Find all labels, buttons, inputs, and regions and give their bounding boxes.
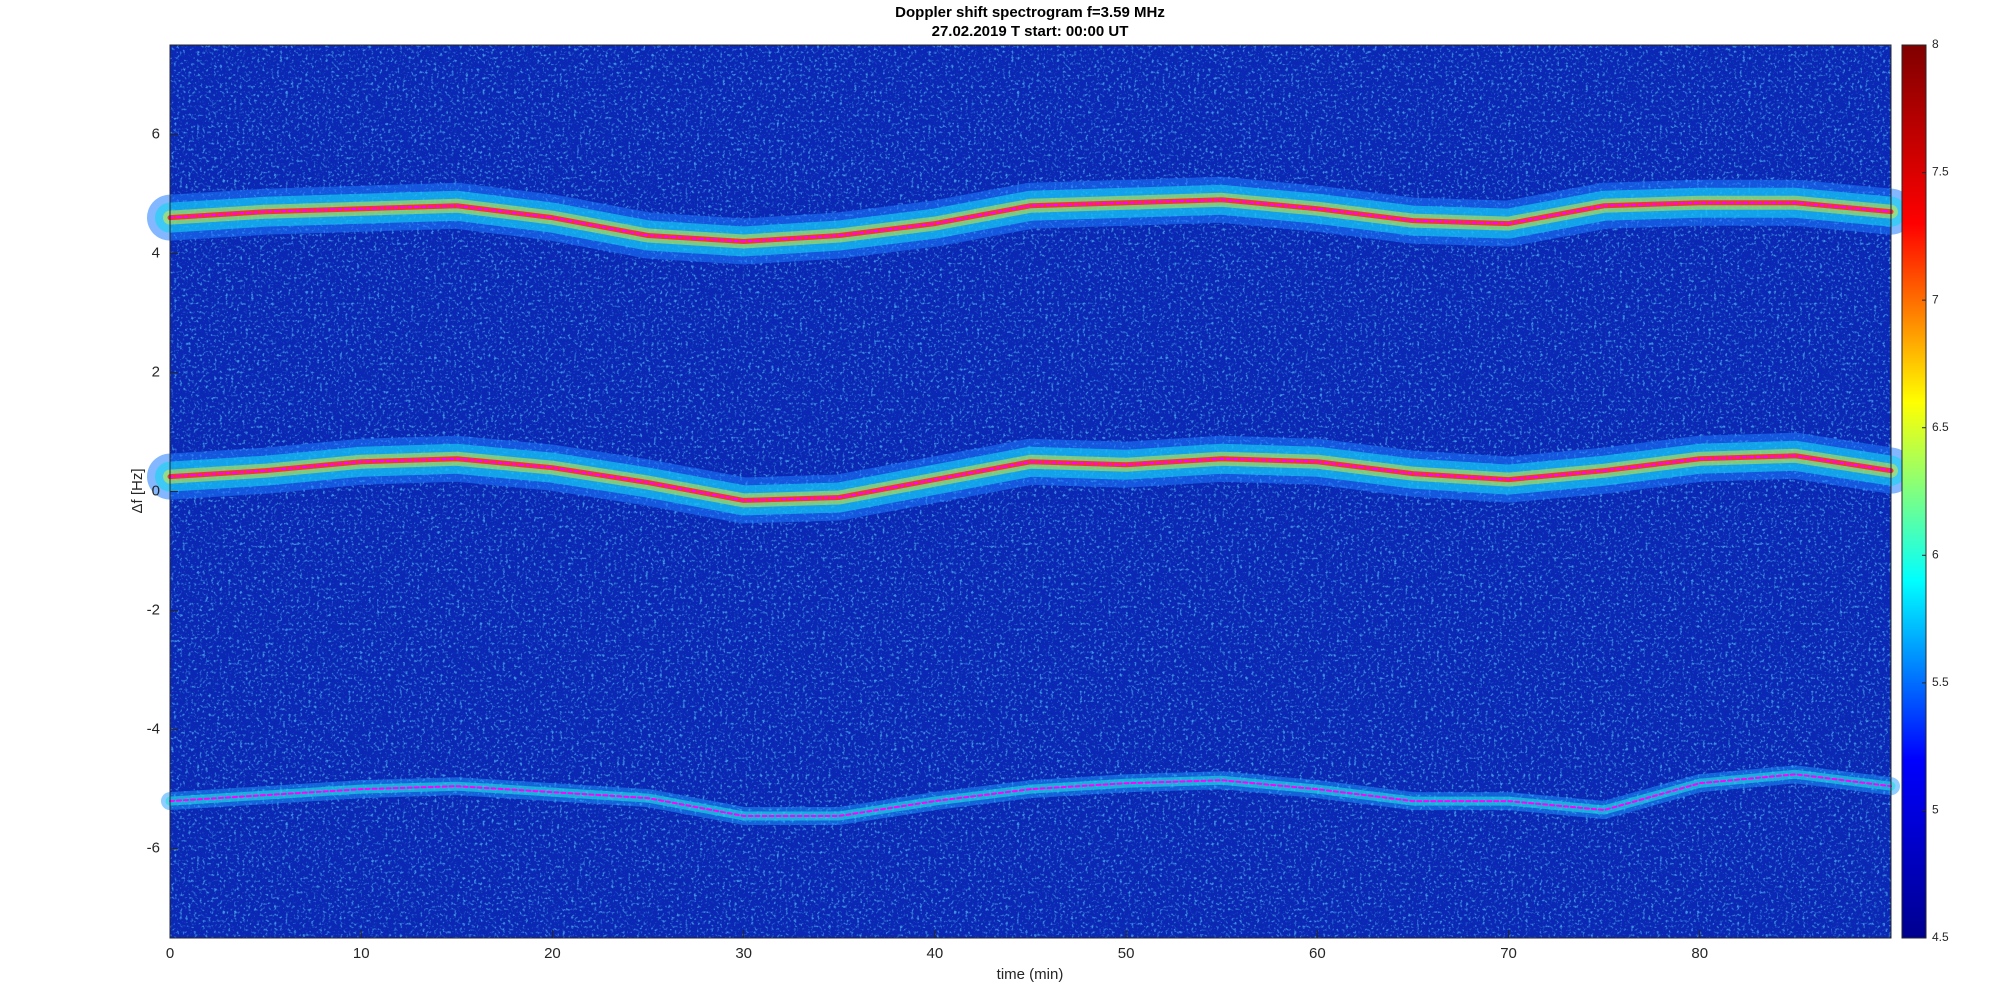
colorbar-tick-label: 8 — [1932, 37, 1939, 51]
y-tick-label: 2 — [152, 363, 160, 380]
colorbar-tick-label: 4.5 — [1932, 930, 1949, 944]
y-tick-label: 0 — [152, 482, 160, 499]
chart-title: Doppler shift spectrogram f=3.59 MHz — [895, 4, 1165, 21]
x-tick-label: 40 — [927, 945, 944, 962]
colorbar-tick-label: 5.5 — [1932, 675, 1949, 689]
trace-line — [169, 198, 1892, 243]
trace-line — [169, 773, 1892, 817]
y-tick-label: -4 — [147, 721, 160, 738]
y-axis-label: Δf [Hz] — [129, 468, 146, 513]
x-axis-label: time (min) — [997, 966, 1064, 983]
chart-subtitle: 27.02.2019 T start: 00:00 UT — [932, 23, 1129, 40]
x-tick-label: 0 — [166, 945, 174, 962]
x-tick-label: 50 — [1118, 945, 1135, 962]
colorbar-tick-label: 5 — [1932, 803, 1939, 817]
colorbar — [1901, 44, 1927, 939]
trace-line — [169, 454, 1892, 502]
x-tick-label: 60 — [1309, 945, 1326, 962]
y-tick-label: 4 — [152, 244, 160, 261]
x-tick-label: 70 — [1500, 945, 1517, 962]
y-tick-label: 6 — [152, 125, 160, 142]
colorbar-tick-label: 7 — [1932, 292, 1939, 306]
x-tick-label: 20 — [544, 945, 561, 962]
colorbar-tick-label: 7.5 — [1932, 165, 1949, 179]
x-tick-label: 80 — [1691, 945, 1708, 962]
x-tick-label: 30 — [735, 945, 752, 962]
colorbar-tick-label: 6.5 — [1932, 420, 1949, 434]
colorbar-tick-label: 6 — [1932, 547, 1939, 561]
y-tick-label: -2 — [147, 602, 160, 619]
y-tick-label: -6 — [147, 840, 160, 857]
x-tick-label: 10 — [353, 945, 370, 962]
